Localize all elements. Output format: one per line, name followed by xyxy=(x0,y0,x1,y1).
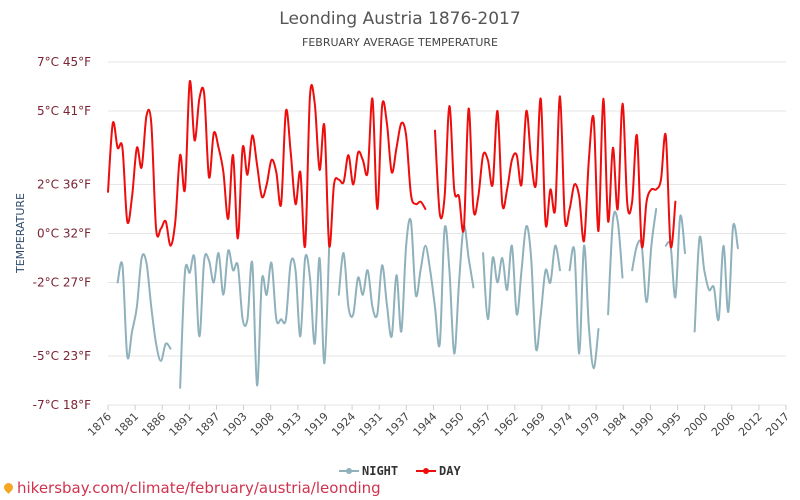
x-tick-label: 1979 xyxy=(573,410,602,439)
series-day xyxy=(107,80,677,249)
y-axis-label: TEMPERATURE xyxy=(14,193,27,274)
legend-night-swatch-dot xyxy=(346,468,352,474)
y-tick-label: 2°C 36°F xyxy=(37,178,91,192)
x-tick-label: 1931 xyxy=(356,410,385,439)
chart-subtitle: FEBRUARY AVERAGE TEMPERATURE xyxy=(302,36,498,49)
series-line-segment xyxy=(116,253,172,362)
y-tick-label: -5°C 23°F xyxy=(33,349,91,363)
x-tick-label: 1969 xyxy=(519,410,548,439)
series-line-segment xyxy=(607,210,624,316)
x-tick-label: 1908 xyxy=(248,410,277,439)
x-tick-labels: 1876188118861891189719031908191319191924… xyxy=(85,405,792,439)
legend[interactable]: NIGHT DAY xyxy=(339,464,461,478)
footer-link-text: hikersbay.com/climate/february/austria/l… xyxy=(17,479,381,497)
y-tick-label: -7°C 18°F xyxy=(33,398,91,412)
x-tick-label: 1886 xyxy=(139,410,168,439)
y-tick-label: 0°C 32°F xyxy=(37,227,91,241)
x-tick-label: 2000 xyxy=(682,410,711,439)
legend-item-night[interactable]: NIGHT xyxy=(339,464,398,478)
x-tick-label: 1950 xyxy=(438,410,467,439)
series-line-segment xyxy=(568,244,600,370)
x-tick-label: 1944 xyxy=(411,410,440,439)
x-tick-label: 1962 xyxy=(492,410,521,439)
legend-day-swatch-dot xyxy=(423,468,429,474)
y-tick-label: 5°C 41°F xyxy=(37,104,91,118)
x-tick-label: 1919 xyxy=(302,410,331,439)
location-pin-icon xyxy=(2,481,15,494)
x-tick-label: 1913 xyxy=(275,410,304,439)
series-line-segment xyxy=(107,80,427,248)
x-tick-label: 2012 xyxy=(736,410,765,439)
series-line-segment xyxy=(337,218,475,355)
x-tick-label: 1984 xyxy=(600,410,629,439)
series-layer xyxy=(107,80,739,389)
x-tick-label: 1897 xyxy=(194,410,223,439)
legend-night-label: NIGHT xyxy=(362,464,398,478)
x-tick-label: 1974 xyxy=(546,410,575,439)
footer-link[interactable]: hikersbay.com/climate/february/austria/l… xyxy=(2,479,381,497)
x-tick-label: 2006 xyxy=(709,410,738,439)
y-tick-label: -2°C 27°F xyxy=(33,276,91,290)
x-tick-label: 1891 xyxy=(166,410,195,439)
series-night xyxy=(116,208,739,389)
series-line-segment xyxy=(631,208,658,304)
x-tick-label: 1957 xyxy=(465,410,494,439)
legend-day-label: DAY xyxy=(439,464,461,478)
x-tick-label: 1937 xyxy=(383,410,412,439)
legend-item-day[interactable]: DAY xyxy=(416,464,461,478)
x-tick-label: 1990 xyxy=(628,410,657,439)
x-tick-label: 1903 xyxy=(221,410,250,439)
y-tick-label: 7°C 45°F xyxy=(37,55,91,69)
series-line-segment xyxy=(179,244,331,389)
series-line-segment xyxy=(693,222,739,333)
x-tick-label: 1881 xyxy=(112,410,141,439)
chart-title: Leonding Austria 1876-2017 xyxy=(279,9,520,29)
x-tick-label: 1995 xyxy=(655,410,684,439)
x-tick-label: 1876 xyxy=(85,410,114,439)
series-line-segment xyxy=(433,95,677,249)
y-tick-labels: 7°C 45°F 5°C 41°F 2°C 36°F 0°C 32°F -2°C 27°… xyxy=(33,55,91,412)
x-tick-label: 2017 xyxy=(763,410,792,439)
x-tick-label: 1924 xyxy=(329,410,358,439)
series-line-segment xyxy=(482,225,561,352)
